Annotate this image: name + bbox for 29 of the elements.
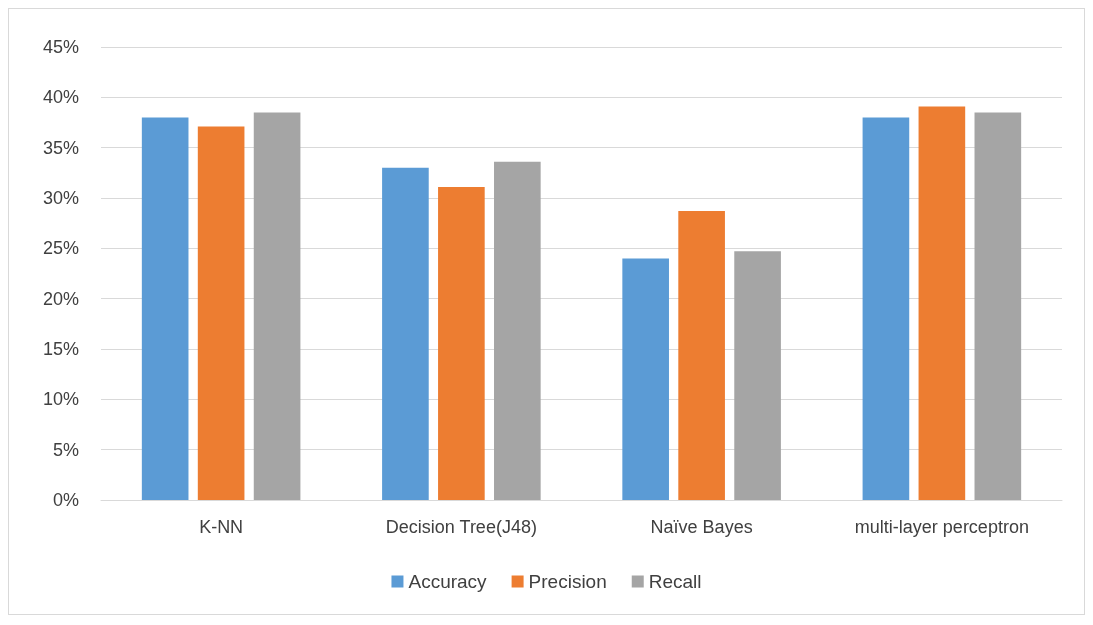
bar	[862, 117, 910, 500]
y-tick-label: 45%	[42, 37, 79, 57]
y-tick-label: 0%	[52, 490, 79, 510]
y-tick-label: 10%	[42, 389, 79, 410]
y-tick-label: 30%	[42, 188, 79, 208]
y-tick-label: 40%	[42, 87, 79, 108]
x-tick-label: K-NN	[199, 517, 244, 537]
y-tick-label: 35%	[42, 137, 79, 158]
y-tick-label: 5%	[52, 439, 79, 460]
legend-label: Precision	[528, 571, 607, 592]
bar	[918, 106, 966, 500]
bar	[734, 251, 781, 500]
bar	[974, 112, 1022, 500]
y-tick-label: 25%	[42, 238, 79, 259]
bar	[197, 126, 245, 500]
bar	[141, 117, 189, 500]
bar	[253, 112, 301, 500]
y-tick-label: 20%	[42, 288, 79, 309]
bar	[494, 161, 541, 500]
bar	[678, 211, 725, 500]
x-tick-label: multi-layer perceptron	[854, 517, 1029, 537]
bar	[622, 258, 669, 500]
y-tick-label: 15%	[42, 339, 79, 359]
legend-label: Recall	[648, 571, 702, 592]
bar	[382, 167, 429, 500]
x-tick-label: Decision Tree(J48)	[385, 517, 537, 537]
bar	[438, 186, 485, 500]
legend-label: Accuracy	[408, 571, 488, 592]
x-tick-label: Naïve Bayes	[650, 517, 753, 537]
